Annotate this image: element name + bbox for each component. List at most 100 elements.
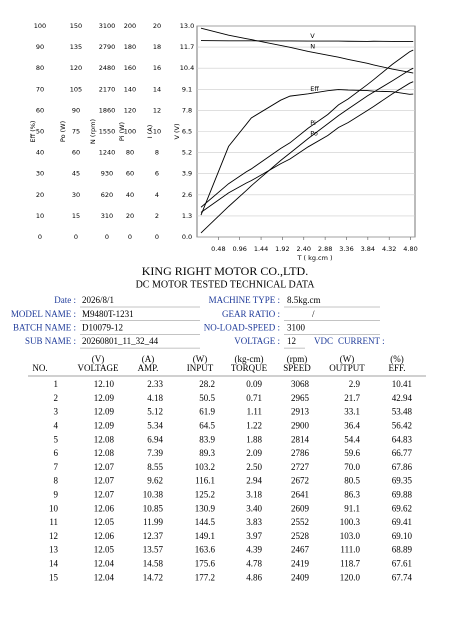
x-tick-label: 3.84 [361, 245, 375, 253]
x-tick-label: 0.96 [232, 245, 246, 253]
table-cell: 130.9 [195, 503, 216, 513]
table-cell: 67.86 [392, 462, 413, 472]
y-axis-label: I (A) [146, 125, 154, 139]
curve [200, 40, 414, 43]
unit-header: (W) [340, 354, 355, 364]
y-tick-label: 4 [155, 191, 159, 199]
table-cell: 59.6 [344, 448, 360, 458]
table-cell: 12.04 [94, 558, 115, 568]
table-cell: 12.10 [94, 379, 115, 389]
table-cell: 12.07 [94, 489, 115, 499]
table-cell: 69.35 [392, 476, 413, 486]
info-label: CURRENT : [338, 336, 385, 346]
info-label: BATCH NAME : [13, 322, 76, 332]
y-tick-label: 75 [72, 128, 80, 136]
y-tick-label: 18 [153, 43, 161, 51]
table-cell: 66.77 [392, 448, 413, 458]
x-tick-label: 2.88 [318, 245, 332, 253]
table-cell: 4.78 [246, 558, 262, 568]
table-cell: 2727 [291, 462, 310, 472]
table-cell: 12.05 [94, 517, 115, 527]
table-cell: 8.55 [147, 462, 163, 472]
table-cell: 5.12 [147, 407, 163, 417]
table-cell: 12.37 [143, 531, 164, 541]
table-cell: 83.9 [199, 434, 215, 444]
curve [200, 49, 414, 208]
table-cell: 9 [54, 489, 59, 499]
curve [200, 27, 414, 74]
table-cell: 2467 [291, 545, 310, 555]
curve-label: V [310, 32, 315, 40]
table-cell: 120.0 [340, 572, 361, 582]
y-tick-label: 2 [155, 212, 159, 220]
y-tick-label: 0 [74, 233, 78, 241]
table-cell: 103.0 [340, 531, 361, 541]
curve [200, 81, 414, 213]
info-value: 2026/8/1 [82, 295, 114, 305]
table-cell: 3 [54, 407, 59, 417]
table-cell: 13.57 [143, 545, 164, 555]
table-cell: 2.9 [349, 379, 361, 389]
table-cell: 116.1 [195, 476, 215, 486]
table-cell: 7.39 [147, 448, 163, 458]
table-cell: 12 [49, 531, 58, 541]
table-cell: 5.34 [147, 420, 163, 430]
y-tick-label: 0 [128, 233, 132, 241]
info-label: MODEL NAME : [11, 309, 76, 319]
table-cell: 2814 [291, 434, 310, 444]
table-cell: 0.71 [246, 393, 262, 403]
table-cell: 2.50 [246, 462, 262, 472]
table-cell: 2 [54, 393, 59, 403]
unit-header: (rpm) [287, 354, 308, 364]
info-label: MACHINE TYPE : [209, 295, 280, 305]
y-tick-label: 1240 [99, 149, 116, 157]
y-axis-label: Po (W) [59, 121, 67, 142]
info-value: D10079-12 [82, 322, 123, 332]
y-tick-label: 60 [36, 106, 44, 114]
table-cell: 3068 [291, 379, 310, 389]
y-tick-label: 100 [34, 22, 46, 30]
table-cell: 70.0 [344, 462, 360, 472]
table-cell: 2.09 [246, 448, 262, 458]
table-cell: 6.94 [147, 434, 163, 444]
table-cell: 12.08 [94, 434, 115, 444]
table-cell: 53.48 [392, 407, 413, 417]
x-axis-label: T ( kg.cm ) [296, 254, 332, 262]
y-tick-label: 45 [72, 170, 80, 178]
table-cell: 67.74 [392, 572, 413, 582]
table-cell: 1.22 [246, 420, 262, 430]
column-header: SPEED [283, 363, 311, 373]
table-cell: 4.18 [147, 393, 163, 403]
y-tick-label: 0 [105, 233, 109, 241]
y-tick-label: 9.1 [182, 85, 192, 93]
column-header: EFF. [388, 363, 405, 373]
table-cell: 2.94 [246, 476, 262, 486]
table-cell: 3.18 [246, 489, 262, 499]
table-cell: 14.72 [143, 572, 163, 582]
table-cell: 149.1 [195, 531, 215, 541]
table-cell: 61.9 [199, 407, 215, 417]
y-tick-label: 2790 [99, 43, 116, 51]
table-cell: 9.62 [147, 476, 163, 486]
table-cell: 5 [54, 434, 59, 444]
info-value: 12 [287, 336, 296, 346]
y-tick-label: 5.2 [182, 149, 192, 157]
table-cell: 12.07 [94, 476, 115, 486]
info-value: 3100 [287, 322, 306, 332]
table-cell: 12.09 [94, 420, 115, 430]
y-tick-label: 80 [126, 149, 134, 157]
table-cell: 68.89 [392, 545, 413, 555]
column-header: OUTPUT [329, 363, 365, 373]
table-cell: 3.97 [246, 531, 262, 541]
info-value: M9480T-1231 [82, 309, 134, 319]
curve [200, 89, 414, 216]
table-cell: 10.38 [143, 489, 164, 499]
info-label: NO-LOAD-SPEED : [204, 322, 280, 332]
table-cell: 12.09 [94, 407, 115, 417]
y-tick-label: 10 [36, 212, 44, 220]
y-tick-label: 7.8 [182, 106, 192, 114]
table-cell: 36.4 [344, 420, 360, 430]
y-tick-label: 1860 [99, 106, 116, 114]
x-tick-label: 3.36 [339, 245, 353, 253]
